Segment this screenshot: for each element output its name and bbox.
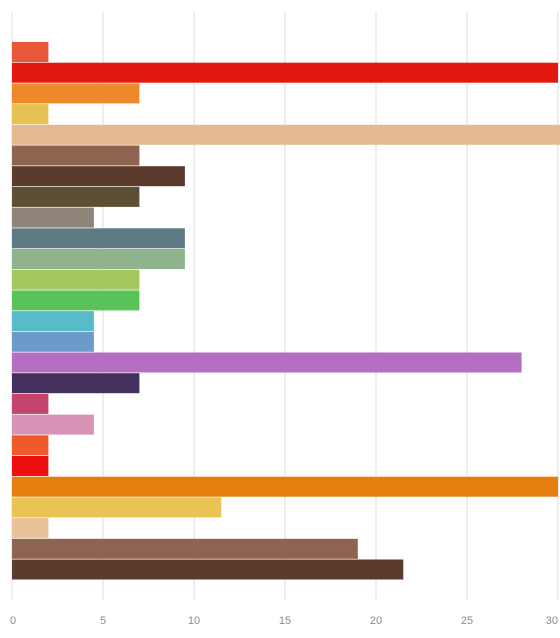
bar-26 — [12, 559, 404, 580]
x-tick-label-5: 5 — [100, 615, 106, 627]
gridlines — [11, 12, 559, 600]
bar-17 — [12, 373, 140, 394]
bar-20 — [12, 435, 49, 456]
bar-6 — [12, 145, 140, 166]
bar-16 — [12, 352, 522, 373]
x-tick-label-0: 0 — [10, 615, 16, 627]
bar-25 — [12, 538, 358, 559]
bar-23 — [12, 497, 222, 518]
bar-11 — [12, 249, 185, 269]
bar-14 — [12, 311, 94, 332]
bar-19 — [12, 414, 94, 435]
bar-13 — [12, 290, 140, 311]
x-tick-label-10: 10 — [188, 615, 200, 627]
bar-8 — [12, 186, 140, 207]
bar-3 — [12, 83, 140, 104]
bar-24 — [12, 518, 49, 539]
bar-5 — [12, 124, 560, 145]
bar-1 — [12, 42, 49, 62]
x-tick-label-15: 15 — [279, 615, 291, 627]
x-tick-label-20: 20 — [370, 615, 382, 627]
bar-2 — [12, 62, 558, 83]
bar-7 — [12, 166, 185, 187]
bar-10 — [12, 228, 185, 249]
bars — [12, 42, 560, 580]
bar-18 — [12, 393, 49, 414]
bar-9 — [12, 207, 94, 228]
x-tick-label-25: 25 — [461, 615, 473, 627]
bar-4 — [12, 104, 49, 125]
bar-21 — [12, 456, 49, 476]
bar-15 — [12, 331, 94, 352]
x-axis-ticks: 0 5 10 15 20 25 30 — [10, 615, 558, 627]
x-tick-label-30: 30 — [546, 615, 558, 627]
bar-12 — [12, 269, 140, 290]
bar-22 — [12, 476, 558, 497]
